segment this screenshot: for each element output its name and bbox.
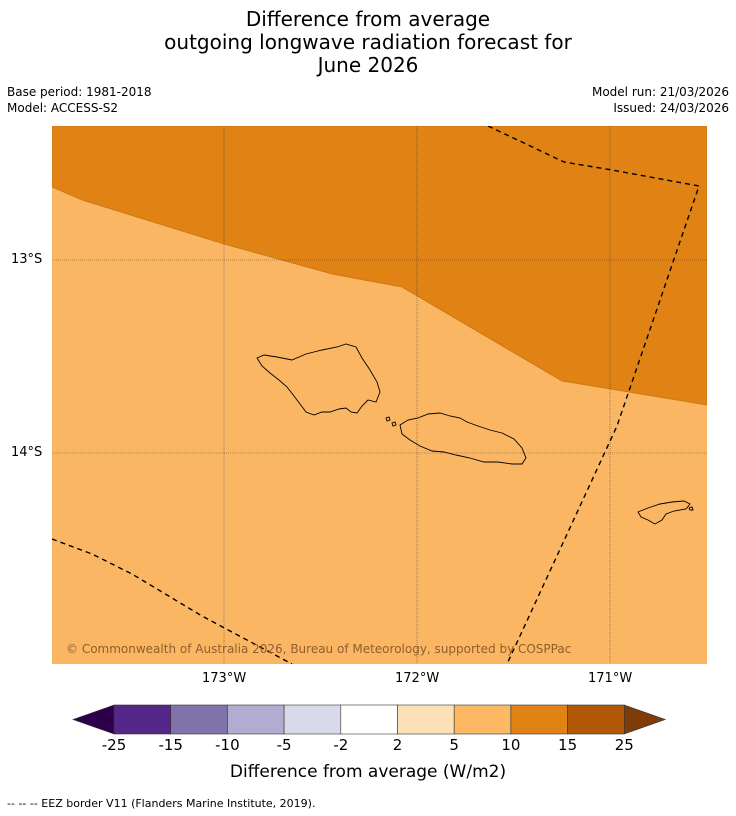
island-tutuila [637, 500, 691, 525]
copyright-text: © Commonwealth of Australia 2026, Bureau… [66, 642, 571, 656]
colorbar-svg [72, 704, 667, 735]
gridlines [52, 126, 707, 664]
colorbar-tick-label: -15 [158, 736, 183, 754]
base-period: Base period: 1981-2018 [7, 85, 152, 99]
colorbar-cell [283, 704, 342, 735]
colorbar [0, 700, 736, 744]
colorbar-cell [510, 704, 568, 735]
map-panel[interactable]: © Commonwealth of Australia 2026, Bureau… [52, 126, 707, 664]
island-upolu [399, 412, 527, 465]
meta-right: Model run: 21/03/2026 Issued: 24/03/2026 [592, 84, 729, 116]
anomaly-region-10-15 [52, 126, 707, 406]
colorbar-tick-label: 25 [614, 736, 634, 754]
colorbar-tick-label: 15 [558, 736, 578, 754]
lon-label-171w: 171°W [588, 671, 633, 686]
lat-label-13s: 13°S [11, 252, 43, 267]
colorbar-tick-label: -25 [101, 736, 127, 754]
islet-manono [385, 416, 391, 422]
colorbar-tick-label: -2 [333, 736, 349, 754]
colorbar-tick-label: -5 [276, 736, 292, 754]
title-line-2: outgoing longwave radiation forecast for [164, 30, 572, 54]
colorbar-cell [170, 704, 228, 735]
lon-label-173w: 173°W [202, 671, 247, 686]
colorbar-cell [397, 704, 455, 735]
colorbar-cell [567, 704, 625, 735]
eez-border-southwest [52, 538, 293, 664]
island-savaii [256, 343, 381, 416]
issued-date: Issued: 24/03/2026 [613, 101, 729, 115]
colorbar-tick-label: -10 [215, 736, 240, 754]
colorbar-extend-high [623, 704, 667, 735]
colorbar-cell [227, 704, 285, 735]
model-name: Model: ACCESS-S2 [7, 101, 119, 115]
colorbar-tick-label: 5 [449, 736, 459, 754]
colorbar-label: Difference from average (W/m2) [229, 762, 507, 782]
colorbar-cell [113, 704, 172, 735]
islet-aunuu [688, 506, 694, 511]
model-run: Model run: 21/03/2026 [591, 85, 729, 99]
lat-label-14s: 14°S [11, 445, 43, 460]
colorbar-tick-label: 2 [392, 736, 403, 754]
colorbar-tick-label: 10 [501, 736, 521, 754]
eez-borders [52, 126, 700, 664]
title-line-1: Difference from average [245, 7, 491, 31]
colorbar-cell [453, 704, 512, 735]
lon-label-172w: 172°W [395, 671, 440, 686]
islet-apolima [391, 421, 397, 427]
title-line-3: June 2026 [317, 53, 419, 77]
chart-title: Difference from average outgoing longwav… [0, 8, 736, 77]
colorbar-extend-low [72, 704, 115, 735]
colorbar-cell [340, 704, 398, 735]
map-svg: © Commonwealth of Australia 2026, Bureau… [52, 126, 707, 664]
coastlines [256, 343, 694, 525]
meta-left: Base period: 1981-2018 Model: ACCESS-S2 [7, 84, 152, 116]
eez-legend-note: -- -- -- EEZ border V11 (Flanders Marine… [7, 797, 316, 810]
